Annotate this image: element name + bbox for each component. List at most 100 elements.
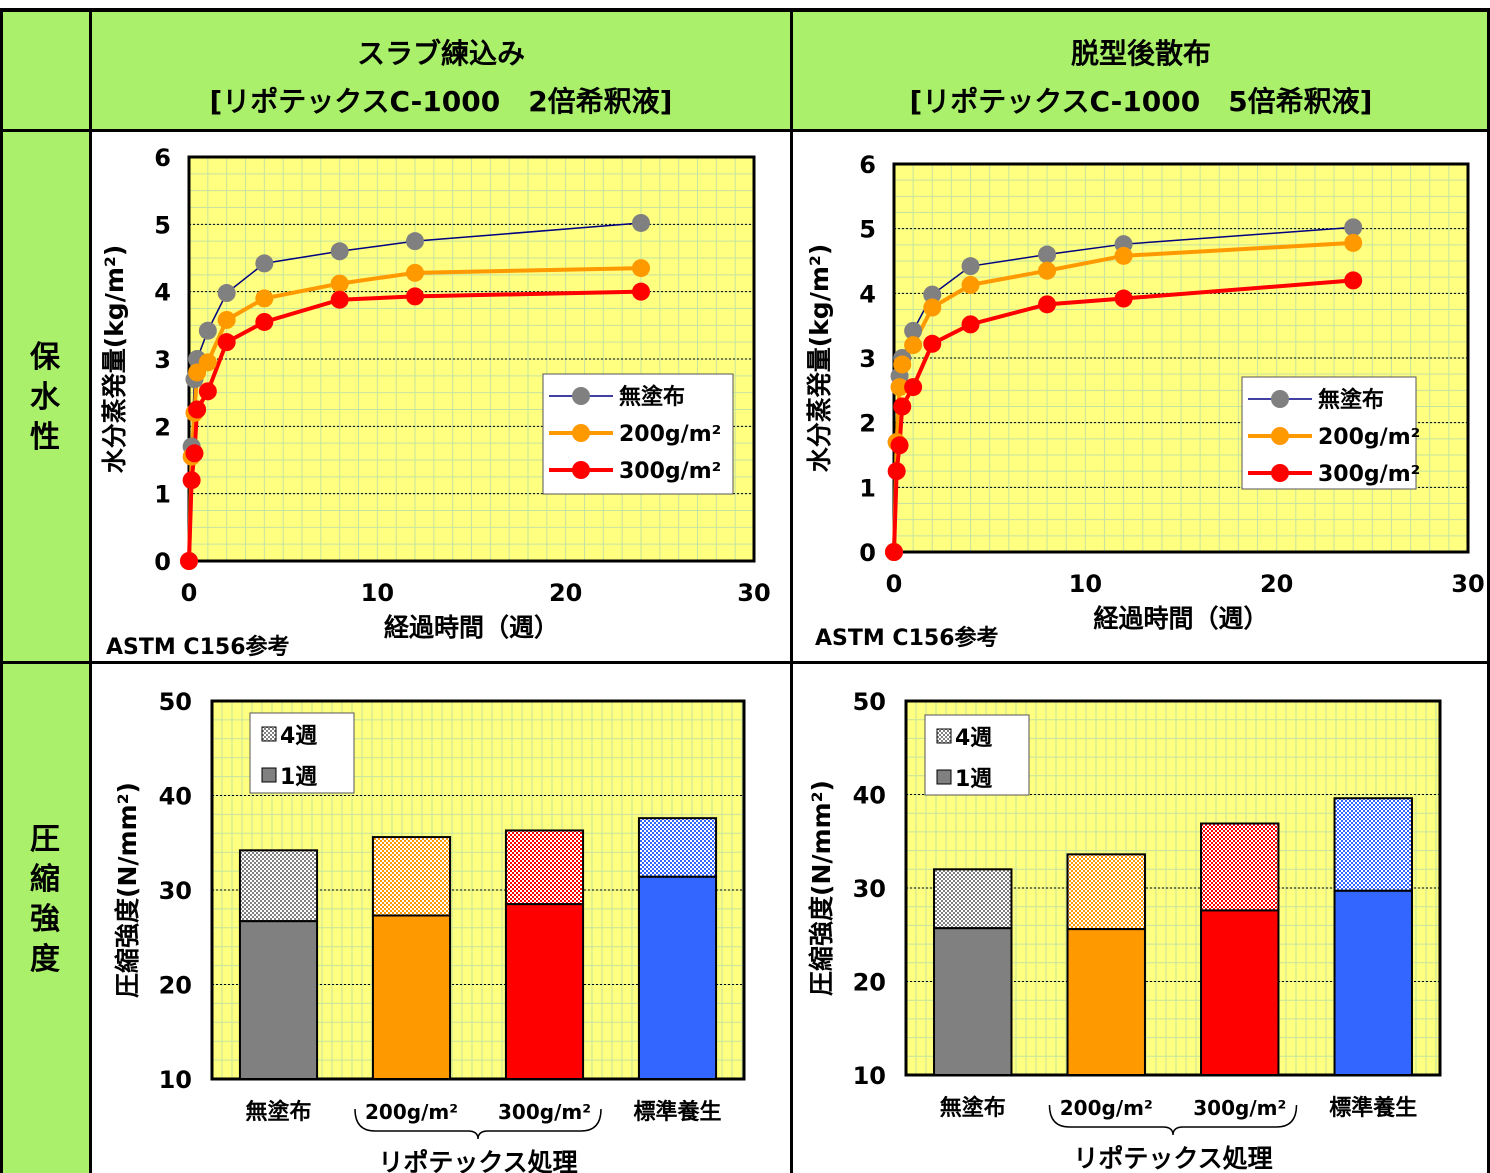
- data-point: [893, 397, 912, 416]
- legend-marker: [572, 461, 590, 479]
- astm-note: ASTM C156参考: [106, 634, 290, 660]
- y-axis-title: 圧縮強度(N/mm²): [807, 780, 836, 996]
- retention-chart-right: 0 1 2 3 4 5 6 0 10 20 30 経過時間（週） ASTM C156参考 水分蒸発量(kg…: [805, 151, 1485, 651]
- y-tick-label: 30: [853, 875, 886, 903]
- left-header: スラブ練込み [リポテックスC-1000 2倍希釈液]: [90, 10, 792, 130]
- plot-border: [904, 699, 1442, 1077]
- data-point: [198, 321, 217, 340]
- y-tick-label: 1: [859, 474, 876, 502]
- legend-marker: [1271, 427, 1289, 445]
- data-point: [632, 282, 650, 301]
- row-label-char: 縮: [30, 862, 60, 897]
- series-line-2: [892, 278, 1354, 553]
- bar-1week: [637, 875, 718, 1080]
- data-point: [185, 444, 204, 463]
- data-point: [961, 315, 980, 334]
- legend-box: [1241, 376, 1417, 490]
- y-tick-label: 2: [154, 413, 171, 441]
- row-label-char: 圧: [30, 822, 60, 857]
- legend-label: 300g/m²: [1318, 462, 1420, 487]
- group-bracket: [354, 1108, 602, 1140]
- legend-marker: [572, 387, 590, 405]
- y-tick-label: 40: [159, 783, 192, 811]
- data-point: [632, 213, 650, 232]
- category-label: 300g/m²: [1193, 1096, 1286, 1120]
- y-tick-label: 5: [154, 211, 171, 239]
- x-tick-label: 10: [1069, 570, 1102, 598]
- y-axis-title: 圧縮強度(N/mm²): [113, 782, 142, 998]
- y-tick-label: 6: [859, 151, 876, 179]
- strength-chart-right: 10 20 30 40 50 圧縮強度(N/mm²) 無塗布 200g/m² 300g/m² 標準…: [807, 688, 1442, 1173]
- category-label: 200g/m²: [365, 1100, 458, 1124]
- y-tick-label: 2: [859, 410, 876, 438]
- bar-4week: [1066, 853, 1146, 931]
- data-point: [632, 259, 650, 278]
- bar-1week: [371, 914, 452, 1080]
- data-point: [406, 263, 424, 282]
- row-label-char: 強: [30, 902, 60, 937]
- legend-label: 4週: [955, 726, 992, 751]
- category-label: 200g/m²: [1060, 1096, 1153, 1120]
- y-tick-label: 40: [853, 782, 886, 810]
- category-label: 無塗布: [940, 1095, 1006, 1121]
- table-border-left: [0, 8, 3, 1173]
- row-label-char: 保: [30, 340, 60, 375]
- category-label: 標準養生: [1329, 1095, 1417, 1121]
- table-divider-middle: [0, 661, 1490, 664]
- bar-1week: [1066, 928, 1146, 1077]
- data-point: [255, 312, 274, 331]
- legend-label: 300g/m²: [619, 459, 721, 484]
- bar-4week: [371, 836, 452, 917]
- y-tick-label: 30: [159, 877, 192, 905]
- retention-chart-left: 0 1 2 3 4 5 6 0 10 20 30 経過時間（週） ASTM C156参考 水分蒸発量(kg…: [100, 144, 771, 660]
- bar-4week: [504, 829, 585, 906]
- bar-1week: [238, 920, 319, 1080]
- y-tick-label: 6: [154, 144, 171, 172]
- legend-label: 無塗布: [1318, 387, 1384, 413]
- data-point: [180, 552, 198, 570]
- data-point: [198, 353, 217, 372]
- data-point: [904, 336, 923, 355]
- y-tick-label: 1: [154, 481, 171, 509]
- data-point: [1344, 218, 1363, 237]
- right-header: 脱型後散布 [リポテックスC-1000 5倍希釈液]: [792, 10, 1490, 130]
- x-axis-title: 経過時間（週）: [1093, 604, 1268, 633]
- row-label-char: 水: [30, 380, 60, 415]
- data-point: [1344, 271, 1363, 290]
- series-line-1: [892, 240, 1354, 553]
- data-point: [406, 232, 424, 251]
- x-tick-label: 30: [737, 579, 770, 607]
- data-point: [923, 298, 942, 317]
- legend-label: 1週: [280, 765, 317, 790]
- table-divider-side: [89, 8, 92, 1173]
- category-label: 無塗布: [245, 1099, 311, 1125]
- y-axis-title: 水分蒸発量(kg/m²): [100, 245, 129, 474]
- left-header-title: スラブ練込み: [356, 37, 525, 70]
- legend-label: 1週: [955, 767, 992, 792]
- bar-4week: [933, 868, 1013, 930]
- right-header-subtitle: [リポテックスC-1000 5倍希釈液]: [909, 85, 1373, 118]
- strength-chart-left: 10 20 30 40 50 圧縮強度(N/mm²) 無塗布 200g/m² 300g/m² 標準…: [113, 688, 746, 1173]
- x-tick-label: 20: [549, 579, 582, 607]
- header-row: [0, 10, 1490, 130]
- legend-swatch-1week: [936, 769, 952, 785]
- side-column: [0, 10, 90, 1173]
- group-label: リポテックス処理: [1073, 1144, 1272, 1173]
- y-tick-label: 0: [154, 548, 171, 576]
- data-point: [255, 289, 274, 308]
- legend-swatch-4week: [936, 728, 952, 744]
- legend-swatch-4week: [261, 726, 277, 742]
- data-point: [1038, 295, 1057, 314]
- y-axis-title: 水分蒸発量(kg/m²): [805, 244, 834, 473]
- legend-label: 無塗布: [619, 384, 685, 410]
- bar-1week: [1333, 889, 1413, 1076]
- data-point: [217, 284, 236, 303]
- bar-4week: [637, 817, 718, 878]
- legend-label: 4週: [280, 724, 317, 749]
- data-point: [217, 310, 236, 329]
- data-point: [1114, 246, 1133, 265]
- legend-swatch-1week: [261, 767, 277, 783]
- category-label: 標準養生: [633, 1099, 721, 1125]
- data-point: [188, 400, 207, 419]
- bar-1week: [933, 927, 1013, 1076]
